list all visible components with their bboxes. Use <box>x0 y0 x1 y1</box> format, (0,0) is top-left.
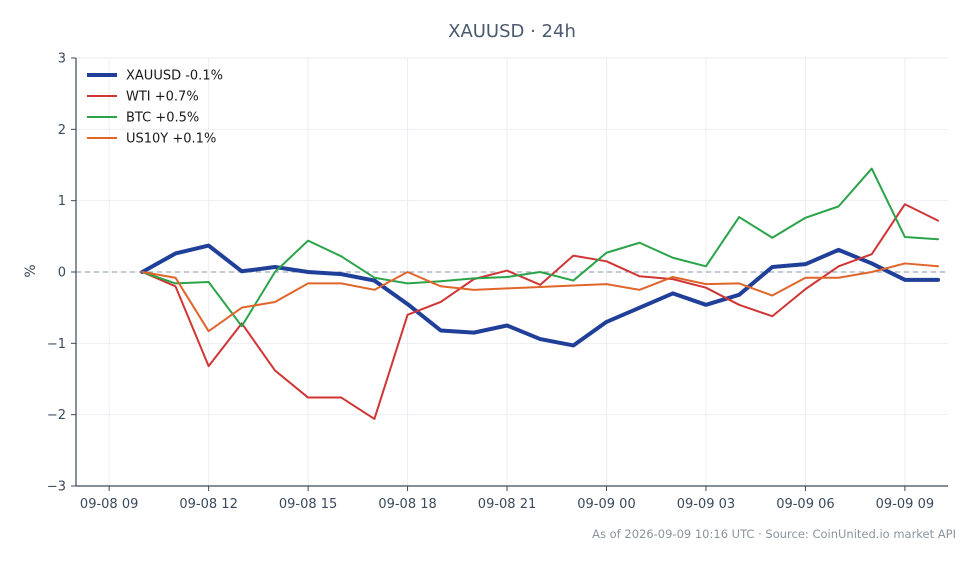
legend-label: XAUUSD -0.1% <box>126 69 223 84</box>
y-tick-label: 2 <box>58 123 66 138</box>
y-tick-label: 0 <box>58 266 66 281</box>
series-line-2 <box>141 167 940 328</box>
y-tick-label: 3 <box>58 52 66 67</box>
chart-title: XAUUSD · 24h <box>448 21 576 42</box>
x-tick-label: 09-09 09 <box>876 497 934 512</box>
legend-label: US10Y +0.1% <box>126 132 216 147</box>
y-tick-label: −2 <box>47 408 66 423</box>
x-tick-label: 09-08 21 <box>478 497 536 512</box>
x-tick-label: 09-08 18 <box>378 497 436 512</box>
x-tick-label: 09-08 12 <box>179 497 237 512</box>
y-tick-label: −1 <box>47 337 66 352</box>
x-tick-label: 09-09 06 <box>776 497 834 512</box>
axes-layer: 3 2 1 0 −1 −2 −3 09-08 09 09-08 12 09-08 15 09-08 … <box>47 52 948 512</box>
series-line-1 <box>141 203 940 420</box>
series-line-3 <box>141 262 940 333</box>
legend-label: WTI +0.7% <box>126 90 199 105</box>
y-axis-label: % <box>23 264 39 277</box>
x-tick-label: 09-08 09 <box>80 497 138 512</box>
x-tick-label: 09-09 00 <box>577 497 635 512</box>
series-layer <box>140 167 941 420</box>
y-tick-label: −3 <box>47 480 66 495</box>
x-tick-label: 09-08 15 <box>279 497 337 512</box>
grid-layer <box>76 57 948 487</box>
y-tick-label: 1 <box>58 194 66 209</box>
legend-label: BTC +0.5% <box>126 111 199 126</box>
x-tick-label: 09-09 03 <box>677 497 735 512</box>
source-footer: As of 2026-09-09 10:16 UTC · Source: Coi… <box>592 527 956 541</box>
legend: XAUUSD -0.1% WTI +0.7% BTC +0.5% US10Y +0.1… <box>87 69 223 147</box>
